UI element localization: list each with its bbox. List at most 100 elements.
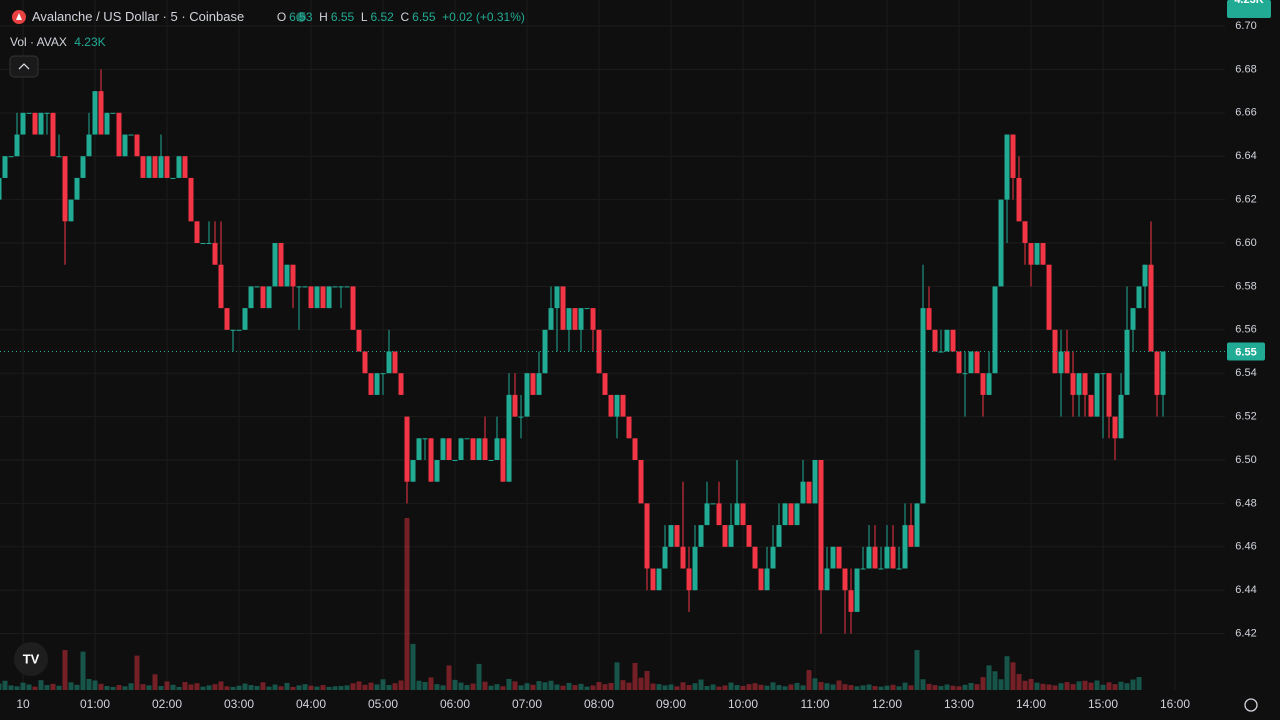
candle-body — [530, 373, 536, 395]
candle-body — [548, 308, 554, 330]
volume-bar — [488, 685, 494, 690]
candle-body — [1046, 264, 1052, 330]
candle-body — [416, 438, 422, 460]
volume-bar — [470, 683, 476, 690]
candle-body — [944, 329, 950, 352]
candle-body — [380, 373, 386, 375]
volume-bar — [554, 684, 560, 690]
candle-body — [422, 438, 428, 440]
h-key: H — [319, 10, 328, 24]
candle-body — [308, 286, 314, 309]
volume-bar — [776, 685, 782, 690]
volume-bar — [1124, 683, 1130, 690]
candle-body — [476, 438, 482, 460]
candle-body — [152, 156, 158, 178]
volume-bar — [320, 685, 326, 690]
volume-bar — [308, 685, 314, 690]
volume-bar — [782, 686, 788, 690]
candle-body — [536, 373, 542, 395]
candles — [0, 69, 1166, 634]
candle-body — [338, 286, 344, 288]
volume-bar — [758, 684, 764, 690]
volume-bar — [674, 686, 680, 690]
volume-bar — [128, 683, 134, 690]
y-tick-label: 6.66 — [1235, 107, 1256, 119]
x-tick-label: 12:00 — [872, 697, 902, 711]
volume-bar — [146, 685, 152, 690]
candle-body — [734, 503, 740, 526]
volume-bar — [212, 684, 218, 690]
x-tick-label: 06:00 — [440, 697, 470, 711]
volume-bar — [182, 682, 188, 690]
candle-body — [188, 177, 194, 222]
volume-bar — [722, 685, 728, 690]
volume-bar — [788, 684, 794, 690]
candle-body — [1022, 221, 1028, 244]
volume-bar — [1016, 674, 1022, 690]
candle-body — [326, 286, 332, 309]
volume-bar — [596, 682, 602, 690]
settings-icon[interactable] — [1244, 698, 1258, 712]
logo-glyph: TV — [23, 651, 40, 666]
candle-body — [1130, 308, 1136, 330]
candle-body — [488, 460, 494, 461]
candle-body — [158, 156, 164, 178]
candle-body — [122, 134, 128, 157]
candle-body — [968, 351, 974, 374]
volume-bar — [386, 685, 392, 690]
candle-body — [410, 460, 416, 482]
volume-bar — [80, 651, 86, 690]
volume-bar — [338, 686, 344, 690]
volume-bar — [362, 684, 368, 690]
candle-body — [1082, 373, 1088, 395]
candle-body — [1094, 373, 1100, 417]
volume-bar — [962, 684, 968, 690]
candle-body — [386, 351, 392, 374]
grid — [0, 0, 1225, 690]
volume-bar — [494, 684, 500, 690]
volume-bar — [206, 685, 212, 690]
volume-bar — [608, 682, 614, 690]
volume-bar — [500, 686, 506, 690]
symbol-icon-glyph — [16, 13, 22, 20]
candle-body — [560, 286, 566, 330]
volume-bar — [950, 685, 956, 690]
candle-body — [254, 286, 260, 288]
candle-body — [920, 308, 926, 504]
volume-bar — [836, 680, 842, 690]
x-tick-label: 02:00 — [152, 697, 182, 711]
logo[interactable] — [14, 642, 48, 676]
candle-body — [428, 438, 434, 482]
candle-body — [1070, 373, 1076, 395]
volume-bar — [230, 686, 236, 690]
candle-body — [206, 243, 212, 245]
volume-bar — [692, 683, 698, 690]
collapse-button[interactable] — [9, 55, 39, 78]
candle-body — [296, 286, 302, 288]
volume-bar — [62, 650, 68, 690]
volume-bar — [1004, 656, 1010, 690]
candle-body — [806, 481, 812, 504]
candle-body — [1010, 134, 1016, 178]
candle-body — [614, 394, 620, 417]
candle-body — [740, 503, 746, 526]
candle-body — [344, 286, 350, 288]
candle-body — [1028, 243, 1034, 265]
volume-bar — [1130, 679, 1136, 690]
candle-body — [596, 329, 602, 374]
candle-body — [1016, 177, 1022, 222]
volume-bar — [638, 677, 644, 690]
volume-bar — [854, 686, 860, 690]
volume-bar — [278, 686, 284, 690]
volume-bar — [224, 686, 230, 690]
candle-body — [446, 438, 452, 460]
candle-body — [608, 394, 614, 417]
candle-body — [374, 373, 380, 395]
volume-bar — [1052, 685, 1058, 690]
volume-bar — [266, 686, 272, 690]
volume-bar — [446, 665, 452, 690]
candle-body — [350, 286, 356, 330]
volume-bar — [992, 671, 998, 690]
candle-body — [224, 308, 230, 330]
y-tick-label: 6.54 — [1235, 367, 1256, 379]
